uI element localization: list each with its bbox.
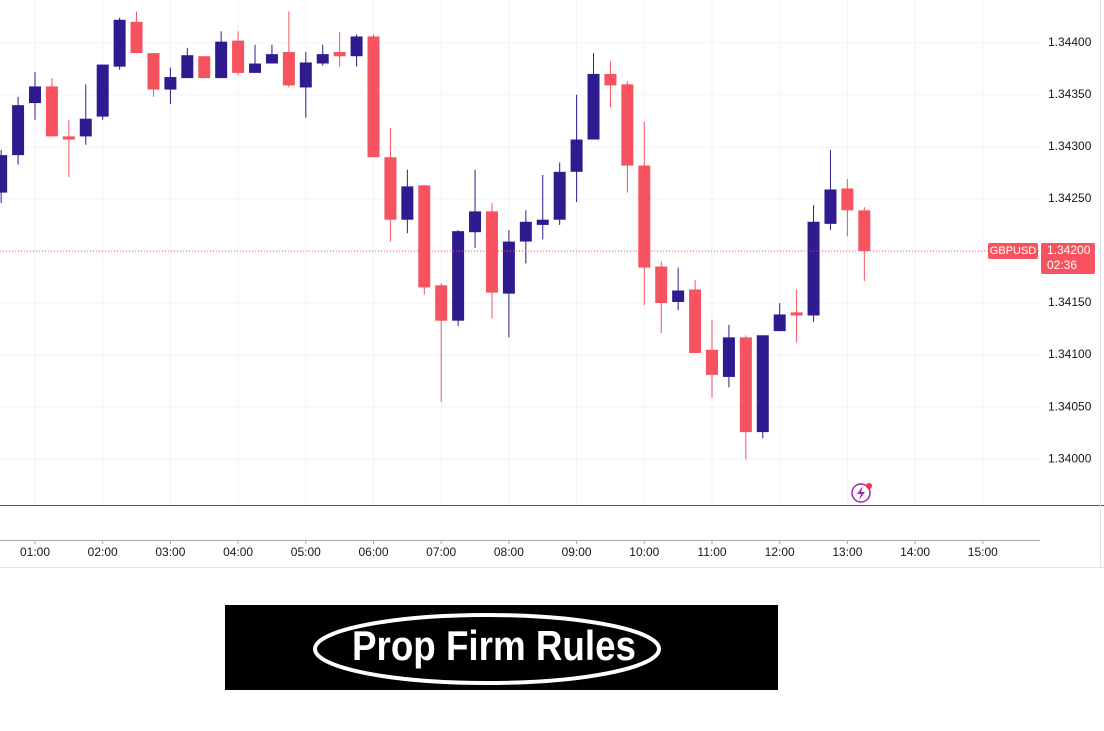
candle-body [198,56,211,79]
candle-body [401,186,414,220]
candle-body [502,241,515,294]
candle-body [367,36,380,158]
candle-body [722,337,735,377]
candle-body [130,21,143,54]
candle-body [282,52,295,86]
candle-body [384,157,397,220]
candle-body [604,73,617,86]
candle-body [232,40,245,73]
price-tag [1041,242,1095,274]
candle-body [469,211,482,233]
candle-body [45,86,58,137]
candle-body [299,62,312,88]
candle-body [164,77,177,90]
candle-body [841,188,854,211]
candle-body [147,53,160,90]
candle-body [858,210,871,251]
candle-body [418,185,431,288]
candle-body [739,337,752,433]
x-tick-label: 08:00 [494,545,524,559]
candle-body [756,335,769,433]
candle-body [249,63,262,73]
candle-body [824,189,837,224]
alert-icon [851,483,872,503]
x-tick-label: 12:00 [765,545,795,559]
candle-body [62,136,75,140]
y-tick-label: 1.34250 [1048,191,1092,205]
candle-body [553,171,566,220]
candle-body [452,231,465,321]
banner: Prop Firm Rules [225,605,778,690]
y-tick-label: 1.34300 [1048,139,1092,153]
x-tick-label: 03:00 [155,545,185,559]
candle-body [0,155,8,193]
y-tick-label: 1.34400 [1048,35,1092,49]
x-tick-label: 09:00 [562,545,592,559]
candle-body [215,41,228,79]
x-tick-label: 01:00 [20,545,50,559]
symbol-label: GBPUSD [990,245,1037,257]
candles [0,11,871,460]
x-tick-label: 11:00 [697,545,726,559]
y-tick-label: 1.34150 [1048,295,1092,309]
candle-body [621,84,634,166]
y-tick-label: 1.34000 [1048,451,1092,465]
countdown-label: 02:36 [1047,258,1077,272]
x-tick-label: 10:00 [629,545,659,559]
candle-body [113,19,126,67]
y-tick-label: 1.34100 [1048,347,1092,361]
x-tick-label: 02:00 [88,545,118,559]
candle-body [672,290,685,302]
banner-text: Prop Firm Rules [352,622,636,669]
candle-body [807,221,820,316]
price-label: 1.34200 [1047,243,1091,257]
x-tick-label: 04:00 [223,545,253,559]
y-tick-label: 1.34350 [1048,87,1092,101]
candle-body [519,221,532,242]
candle-body [181,55,194,79]
x-tick-label: 15:00 [968,545,998,559]
candle-body [773,314,786,332]
x-tick-label: 05:00 [291,545,321,559]
candle-body [655,266,668,303]
candle-body [536,219,549,225]
candle-body [333,52,346,57]
candle-body [790,312,803,316]
x-tick-label: 14:00 [900,545,930,559]
x-tick-label: 13:00 [832,545,862,559]
candle-body [587,73,600,140]
candle-body [435,285,448,321]
candle-body [570,139,583,172]
x-tick-label: 06:00 [358,545,388,559]
x-tick-label: 07:00 [426,545,456,559]
candle-body [29,86,42,104]
candle-body [638,165,651,268]
candle-body [316,54,329,64]
candle-body [79,118,92,137]
candle-body [350,36,363,57]
candle-body [265,54,278,64]
candle-body [485,211,498,293]
candle-body [96,64,109,117]
candle-body [705,349,718,375]
symbol-tag [988,242,1038,259]
candle-body [12,105,25,156]
candle-body [689,289,702,353]
y-tick-label: 1.34050 [1048,399,1092,413]
